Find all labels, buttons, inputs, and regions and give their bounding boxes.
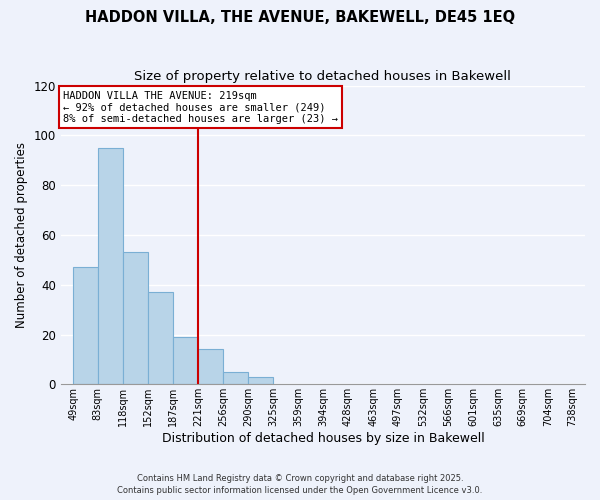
Bar — [123, 252, 148, 384]
Title: Size of property relative to detached houses in Bakewell: Size of property relative to detached ho… — [134, 70, 511, 83]
Bar — [173, 337, 198, 384]
Bar — [223, 372, 248, 384]
Bar — [148, 292, 173, 384]
Text: HADDON VILLA, THE AVENUE, BAKEWELL, DE45 1EQ: HADDON VILLA, THE AVENUE, BAKEWELL, DE45… — [85, 10, 515, 25]
Bar — [248, 377, 273, 384]
Y-axis label: Number of detached properties: Number of detached properties — [15, 142, 28, 328]
X-axis label: Distribution of detached houses by size in Bakewell: Distribution of detached houses by size … — [161, 432, 484, 445]
Text: Contains HM Land Registry data © Crown copyright and database right 2025.
Contai: Contains HM Land Registry data © Crown c… — [118, 474, 482, 495]
Text: HADDON VILLA THE AVENUE: 219sqm
← 92% of detached houses are smaller (249)
8% of: HADDON VILLA THE AVENUE: 219sqm ← 92% of… — [63, 90, 338, 124]
Bar — [73, 268, 98, 384]
Bar — [98, 148, 123, 384]
Bar — [198, 350, 223, 384]
